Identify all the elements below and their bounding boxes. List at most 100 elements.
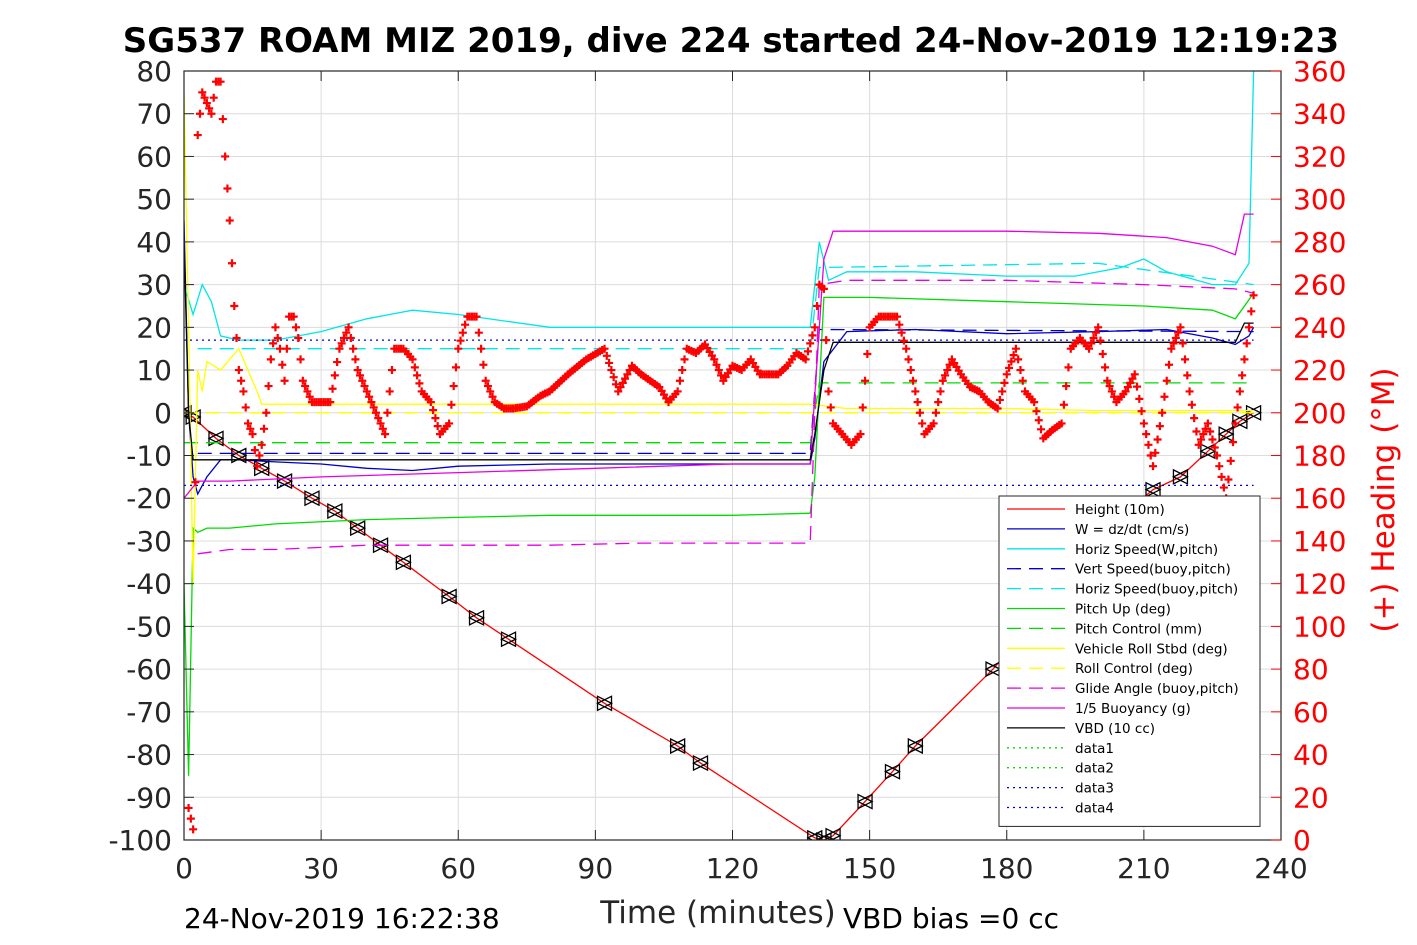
heading-marker (906, 366, 915, 375)
legend-entry: Roll Control (deg) (1075, 661, 1193, 677)
x-axis-ticks: 0 30 60 90 120 150 180 210 240 (175, 71, 1308, 885)
heading-marker (717, 371, 726, 380)
heading-marker (461, 320, 470, 329)
heading-marker (200, 93, 209, 102)
heading-marker (385, 387, 394, 396)
heading-marker (1037, 425, 1046, 434)
height-marker-left (692, 755, 709, 772)
height-marker-left (906, 737, 923, 755)
height-marker-left (253, 460, 270, 477)
heading-marker (1014, 355, 1023, 364)
heading-marker (1203, 419, 1212, 428)
height-marker-left (596, 695, 613, 712)
heading-marker (353, 366, 362, 375)
x-tick-label: 60 (440, 852, 476, 885)
heading-marker (943, 366, 952, 375)
heading-marker (360, 382, 369, 391)
heading-marker (1174, 328, 1183, 337)
legend-entry: data3 (1075, 781, 1114, 797)
heading-marker (447, 400, 456, 409)
heading-marker (1139, 419, 1148, 428)
heading-marker (710, 355, 719, 364)
heading-marker (241, 403, 250, 412)
heading-marker (1135, 394, 1144, 403)
heading-marker (1032, 407, 1041, 416)
heading-marker (1233, 403, 1242, 412)
heading-marker (1240, 355, 1249, 364)
heading-marker (378, 424, 387, 433)
height-marker-left (207, 430, 224, 447)
heading-marker (415, 379, 424, 388)
legend-entry: data4 (1075, 801, 1114, 817)
heading-marker (189, 825, 198, 834)
heading-marker (824, 387, 833, 396)
heading-marker (296, 355, 305, 364)
heading-marker (184, 803, 193, 812)
footer-vbd-bias: VBD bias =0 cc (843, 902, 1059, 935)
heading-marker (333, 358, 342, 367)
heading-marker (1064, 363, 1073, 372)
heading-marker (1087, 339, 1096, 348)
heading-marker (305, 392, 314, 401)
legend-entry: 1/5 Buoyancy (g) (1075, 701, 1191, 717)
legend-entry: W = dz/dt (cm/s) (1075, 522, 1189, 538)
y2-tick-label: 340 (1293, 98, 1346, 131)
heading-marker (1085, 344, 1094, 353)
heading-marker (1130, 370, 1139, 379)
height-marker-left (824, 827, 841, 840)
heading-marker (477, 344, 486, 353)
heading-marker (454, 344, 463, 353)
heading-marker (330, 371, 339, 380)
heading-marker (1201, 424, 1210, 433)
heading-marker (294, 334, 303, 343)
heading-marker (1133, 382, 1142, 391)
heading-marker (186, 814, 195, 823)
height-marker-left (884, 763, 901, 780)
heading-marker (202, 99, 211, 108)
heading-marker (369, 403, 378, 412)
heading-marker (413, 371, 422, 380)
height-marker-left (372, 537, 389, 554)
heading-marker (614, 387, 623, 396)
y2-tick-label: 80 (1293, 653, 1329, 686)
heading-marker (931, 408, 940, 417)
heading-marker (1167, 344, 1176, 353)
heading-marker (1199, 430, 1208, 439)
heading-marker (1235, 387, 1244, 396)
heading-marker (230, 301, 239, 310)
heading-marker (1231, 419, 1240, 428)
heading-marker (193, 131, 202, 140)
legend-entry: data2 (1075, 761, 1114, 777)
heading-marker (237, 376, 246, 385)
height-marker-left (349, 520, 366, 537)
heading-marker (1217, 472, 1226, 481)
heading-marker (941, 371, 950, 380)
height-marker-left (1231, 413, 1248, 430)
heading-marker (1009, 351, 1018, 360)
x-tick-label: 180 (980, 852, 1033, 885)
height-marker-left (468, 609, 485, 626)
heading-marker (810, 323, 819, 332)
heading-marker (433, 422, 442, 431)
heading-marker (1123, 383, 1132, 392)
series-line-9 (197, 279, 1254, 555)
heading-marker (269, 339, 278, 348)
heading-marker (266, 355, 275, 364)
heading-marker (861, 376, 870, 385)
heading-marker (225, 216, 234, 225)
height-marker-left (1217, 426, 1234, 443)
heading-marker (458, 328, 467, 337)
height-marker-left (500, 631, 517, 648)
y-axis-ticks: 80 70 60 50 40 30 20 10 0 -10 -20 -30 -40 -50 -60 -70 -8… (108, 55, 194, 857)
heading-marker (909, 376, 918, 385)
height-marker-left (856, 793, 873, 810)
x-tick-label: 30 (303, 852, 339, 885)
heading-marker (1126, 378, 1135, 387)
heading-marker (216, 77, 225, 86)
heading-marker (449, 382, 458, 391)
heading-marker (205, 104, 214, 113)
y-tick-label: -50 (126, 610, 172, 643)
height-marker-left (394, 554, 412, 571)
heading-marker (479, 360, 488, 369)
